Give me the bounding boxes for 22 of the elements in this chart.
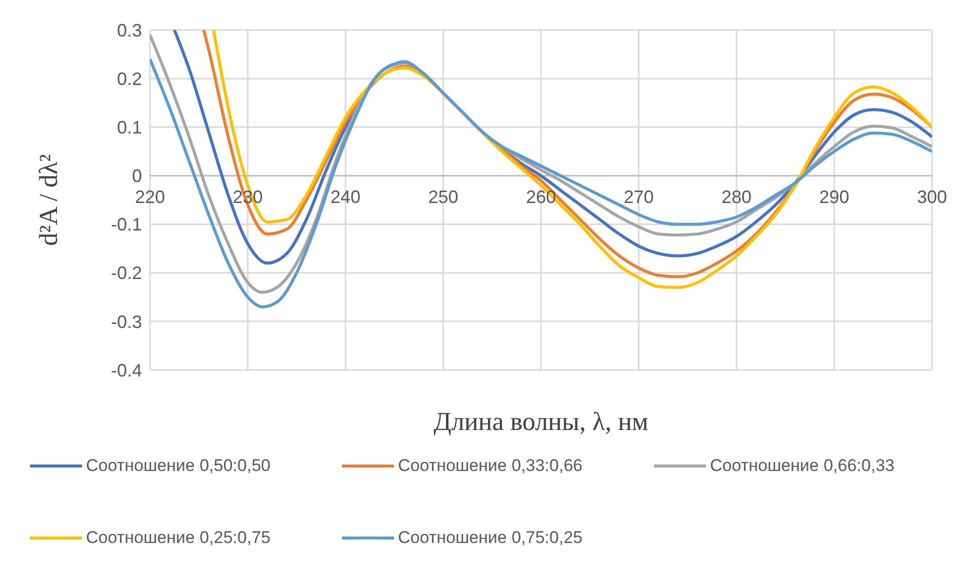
y-tick-label: 0.2 [116, 68, 142, 89]
legend-label: Соотношение 0,66:0,33 [710, 456, 894, 476]
y-axis-title: d²A / dλ² [34, 154, 64, 246]
legend-label: Соотношение 0,50:0,50 [86, 456, 270, 476]
y-tick-label: -0.1 [110, 214, 142, 235]
x-tick-label: 250 [428, 187, 458, 208]
y-tick-label: 0.1 [116, 118, 142, 138]
y-tick-label: 0 [132, 166, 142, 186]
legend-label: Соотношение 0,75:0,25 [398, 528, 582, 548]
y-tick-label: -0.3 [110, 312, 142, 332]
x-tick-label: 300 [916, 187, 948, 208]
legend-label: Соотношение 0,33:0,66 [398, 456, 582, 476]
y-tick-label: -0.4 [110, 360, 142, 380]
y-tick-label: -0.2 [110, 263, 142, 284]
legend-label: Соотношение 0,25:0,75 [86, 528, 270, 548]
x-tick-label: 280 [721, 187, 752, 208]
x-axis-title: Длина волны, λ, нм [434, 407, 648, 436]
x-tick-label: 240 [330, 187, 361, 208]
x-tick-label: 290 [819, 187, 850, 208]
y-tick-label: 0.3 [116, 20, 142, 40]
x-tick-label: 270 [624, 187, 654, 208]
x-tick-label: 220 [134, 187, 166, 208]
